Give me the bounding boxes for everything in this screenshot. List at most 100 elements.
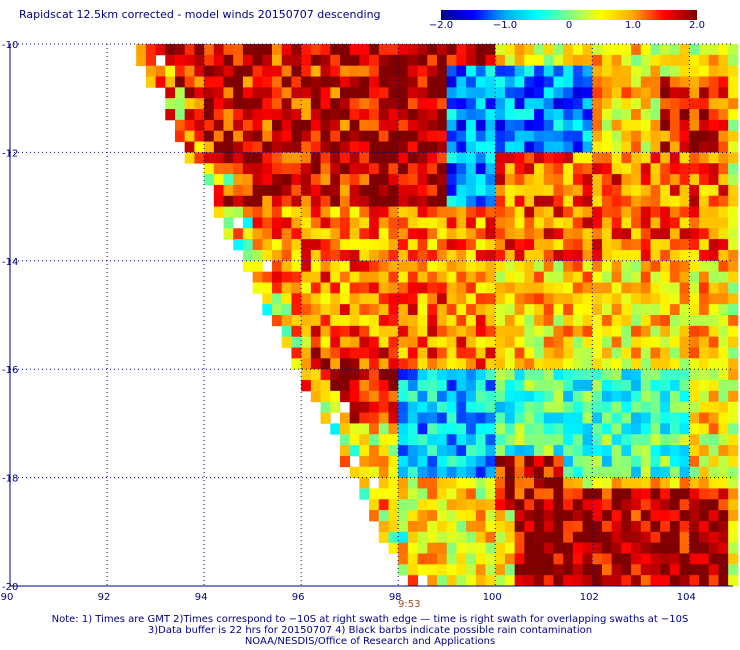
heatmap-cell — [582, 141, 593, 153]
heatmap-cell — [359, 163, 370, 175]
heatmap-cell — [621, 282, 632, 294]
heatmap-cell — [301, 217, 312, 229]
heatmap-cell — [233, 65, 244, 77]
heatmap-cell — [534, 423, 545, 435]
heatmap-cell — [631, 65, 642, 77]
heatmap-cell — [708, 336, 719, 348]
heatmap-cell — [437, 390, 448, 403]
heatmap-cell — [669, 217, 681, 229]
heatmap-cell — [272, 304, 283, 316]
heatmap-cell — [640, 315, 651, 327]
heatmap-cell — [524, 325, 535, 338]
heatmap-cell — [524, 531, 535, 544]
heatmap-cell — [262, 163, 273, 175]
heatmap-cell — [601, 542, 613, 554]
heatmap-cell — [427, 434, 438, 446]
heatmap-cell — [349, 358, 360, 370]
heatmap-cell — [514, 76, 525, 88]
heatmap-cell — [669, 423, 681, 435]
heatmap-cell — [330, 304, 341, 316]
heatmap-cell — [514, 195, 525, 207]
heatmap-cell — [252, 65, 263, 77]
heatmap-cell — [495, 477, 506, 489]
heatmap-cell — [349, 130, 360, 142]
heatmap-cell — [699, 564, 710, 576]
heatmap-cell — [601, 575, 613, 587]
heatmap-cell — [563, 445, 574, 457]
heatmap-cell — [563, 380, 574, 392]
heatmap-cell — [699, 325, 710, 338]
heatmap-cell — [330, 130, 341, 142]
heatmap-cell — [592, 455, 603, 468]
heatmap-cell — [524, 260, 535, 273]
heatmap-cell — [592, 358, 603, 370]
heatmap-cell — [621, 174, 632, 186]
heatmap-cell — [446, 315, 457, 327]
heatmap-cell — [660, 76, 671, 88]
heatmap-cell — [504, 380, 516, 392]
heatmap-cell — [582, 228, 593, 240]
heatmap-cell — [407, 98, 418, 110]
heatmap-cell — [592, 271, 603, 283]
heatmap-cell — [475, 87, 486, 99]
heatmap-cell — [669, 184, 681, 197]
heatmap-cell — [640, 434, 651, 446]
heatmap-cell — [553, 98, 564, 110]
colorbar-tick-label: −1.0 — [492, 20, 518, 31]
heatmap-cell — [194, 44, 205, 56]
heatmap-cell — [640, 423, 651, 435]
heatmap-cell — [572, 401, 583, 413]
heatmap-cell — [572, 336, 583, 348]
heatmap-cell — [310, 358, 321, 370]
heatmap-cell — [310, 163, 321, 175]
heatmap-cell — [514, 44, 525, 56]
heatmap-cell — [398, 380, 409, 392]
heatmap-cell — [708, 553, 719, 565]
heatmap-cell — [495, 76, 506, 88]
heatmap-cell — [330, 390, 341, 403]
heatmap-cell — [320, 228, 331, 240]
heatmap-cell — [718, 325, 729, 338]
heatmap-cell — [485, 477, 496, 489]
heatmap-cell — [242, 228, 254, 240]
heatmap-cell — [320, 141, 331, 153]
heatmap-cell — [611, 195, 622, 207]
heatmap-cell — [310, 239, 321, 251]
heatmap-cell — [563, 44, 574, 56]
heatmap-cell — [582, 65, 593, 77]
heatmap-cell — [437, 271, 448, 283]
heatmap-cell — [242, 206, 254, 218]
heatmap-cell — [407, 488, 418, 500]
heatmap-cell — [572, 510, 583, 522]
heatmap-cell — [679, 44, 690, 56]
heatmap-cell — [398, 477, 409, 489]
heatmap-cell — [320, 119, 331, 132]
heatmap-cell — [437, 109, 448, 121]
heatmap-cell — [272, 54, 283, 67]
heatmap-cell — [388, 76, 399, 88]
heatmap-cell — [660, 380, 671, 392]
heatmap-cell — [543, 499, 554, 511]
heatmap-cell — [621, 184, 632, 197]
heatmap-cell — [621, 369, 632, 381]
heatmap-cell — [601, 520, 613, 533]
heatmap-cell — [514, 423, 525, 435]
heatmap-cell — [631, 304, 642, 316]
heatmap-cell — [563, 282, 574, 294]
heatmap-cell — [388, 336, 399, 348]
heatmap-cell — [310, 336, 321, 348]
heatmap-cell — [388, 325, 399, 338]
heatmap-cell — [242, 249, 254, 262]
heatmap-cell — [679, 184, 690, 197]
heatmap-cell — [233, 228, 244, 240]
heatmap-cell — [689, 44, 700, 56]
heatmap-cell — [563, 271, 574, 283]
heatmap-cell — [669, 76, 681, 88]
heatmap-cell — [369, 304, 380, 316]
heatmap-cell — [223, 109, 234, 121]
heatmap-cell — [728, 455, 739, 468]
heatmap-cell — [631, 119, 642, 132]
heatmap-cell — [417, 119, 428, 132]
heatmap-cell — [621, 575, 632, 587]
heatmap-cell — [660, 195, 671, 207]
